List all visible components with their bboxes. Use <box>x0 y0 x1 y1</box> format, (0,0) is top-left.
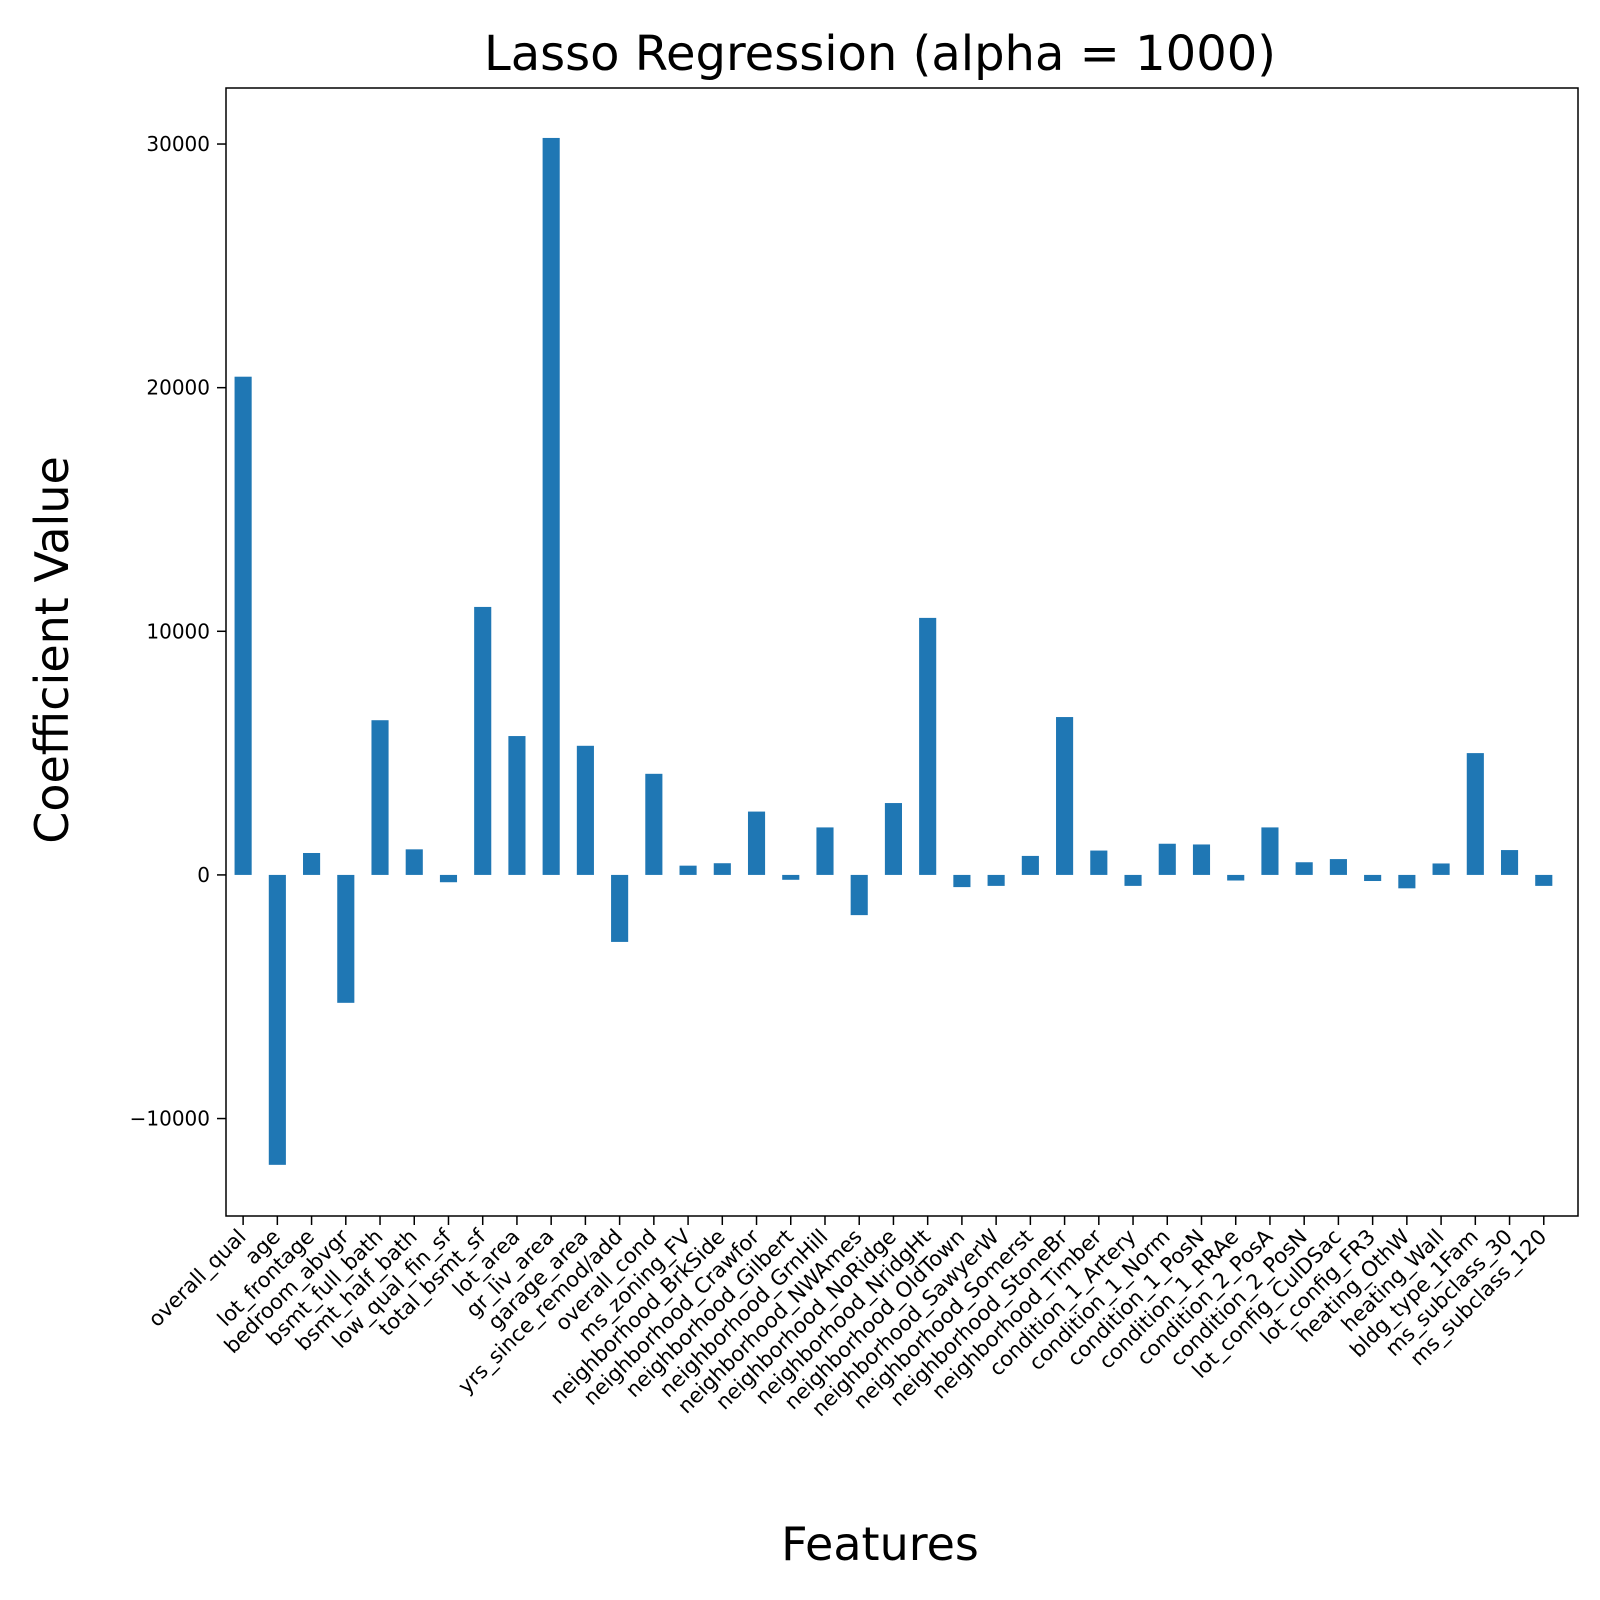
x-axis-title: Features <box>781 1517 979 1571</box>
bar-condition_1_Norm <box>1158 843 1176 875</box>
bar-bsmt_half_bath <box>405 849 423 875</box>
bar-garage_area <box>576 745 594 875</box>
bar-overall_cond <box>645 773 663 875</box>
bar-neighborhood_SawyerW <box>987 874 1005 886</box>
y-tick-label: 10000 <box>146 619 210 643</box>
y-tick-label: 20000 <box>146 376 210 400</box>
bar-condition_2_PosA <box>1261 827 1279 875</box>
bar-gr_liv_area <box>542 137 560 875</box>
y-axis-title: Coefficient Value <box>25 456 79 844</box>
bar-condition_1_PosN <box>1192 844 1211 875</box>
plot-frame <box>225 87 1579 1217</box>
bar-lot_frontage <box>303 852 321 875</box>
bar-heating_OthW <box>1398 874 1416 889</box>
bar-neighborhood_OldTown <box>953 874 971 888</box>
bar-yrs_since_remod/add <box>611 874 629 942</box>
bar-neighborhood_BrkSide <box>713 863 731 875</box>
x-axis: overall_qualagelot_frontagebedroom_abvgr… <box>144 1216 1552 1422</box>
bar-overall_qual <box>234 376 252 875</box>
bar-age <box>268 874 286 1165</box>
bar-condition_2_PosN <box>1295 862 1313 875</box>
bar-bldg_type_1Fam <box>1466 753 1484 875</box>
bar-ms_zoning_FV <box>679 865 697 875</box>
bar-condition_1_RRAe <box>1227 874 1245 881</box>
bar-neighborhood_GrnHill <box>816 827 834 875</box>
bars-group <box>234 137 1553 1165</box>
bar-total_bsmt_sf <box>474 606 492 875</box>
bar-bedroom_abvgr <box>337 874 355 1003</box>
bar-ms_subclass_30 <box>1500 850 1519 875</box>
chart-title: Lasso Regression (alpha = 1000) <box>484 26 1276 82</box>
bar-neighborhood_Timber <box>1090 850 1108 875</box>
y-tick-label: −10000 <box>130 1107 210 1131</box>
bar-lot_config_CulDSac <box>1329 859 1347 875</box>
y-axis: −10000 0 10000 20000 30000 <box>130 132 226 1131</box>
bar-ms_subclass_120 <box>1535 874 1553 886</box>
bar-neighborhood_NoRidge <box>884 803 902 875</box>
y-tick-label: 0 <box>197 863 210 887</box>
bar-neighborhood_Gilbert <box>782 874 800 880</box>
bar-low_qual_fin_sf <box>439 874 458 883</box>
bar-neighborhood_StoneBr <box>1056 717 1074 875</box>
bar-lot_area <box>508 736 526 875</box>
bar-neighborhood_NWAmes <box>850 874 868 916</box>
bar-bsmt_full_bath <box>371 720 389 875</box>
bar-neighborhood_NridgHt <box>919 617 937 875</box>
y-tick-label: 30000 <box>146 132 210 156</box>
bar-condition_1_Artery <box>1124 874 1142 886</box>
bar-neighborhood_Crawfor <box>747 811 766 875</box>
bar-lot_config_FR3 <box>1364 874 1382 882</box>
bar-heating_Wall <box>1432 863 1450 875</box>
bar-neighborhood_Somerst <box>1021 855 1039 875</box>
